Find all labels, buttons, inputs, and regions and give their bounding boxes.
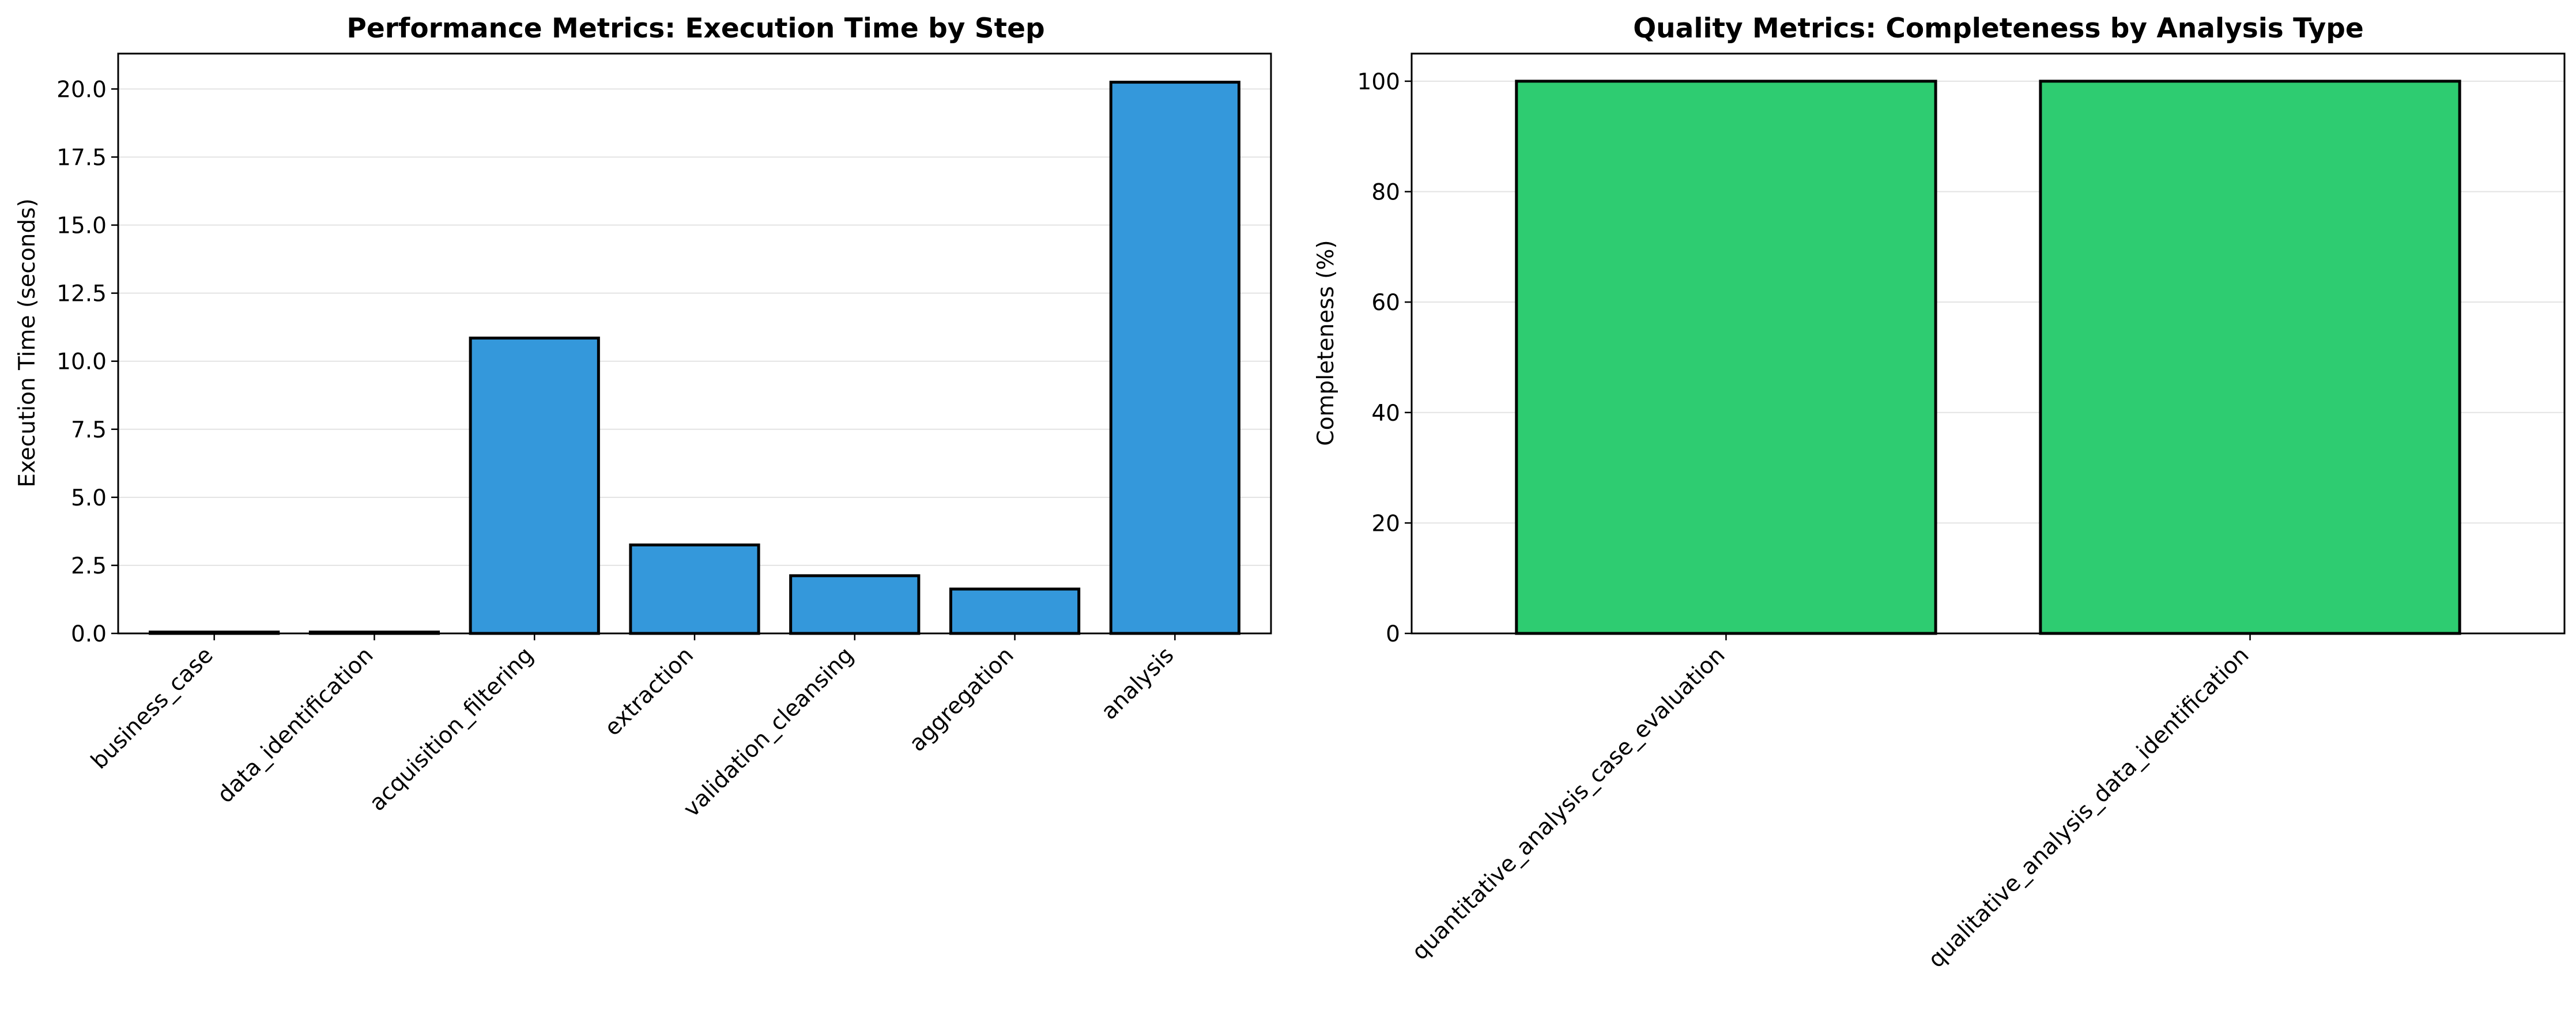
y-tick-label: 5.0: [71, 485, 107, 511]
x-ticks: quantitative_analysis_case_evaluation qua…: [1407, 633, 2254, 973]
x-tick-label: qualitative_analysis_data_identification: [1923, 642, 2254, 973]
bar: [1515, 80, 1937, 635]
y-tick-label: 10.0: [56, 349, 107, 375]
bars: [149, 81, 1240, 635]
y-ticks: 0 20 40 60 80 100: [1357, 69, 1412, 647]
bar: [789, 574, 921, 635]
x-tick-label: extraction: [599, 642, 699, 741]
bar: [949, 587, 1081, 635]
execution-time-chart: Performance Metrics: Execution Time by S…: [14, 13, 1272, 822]
y-tick-label: 15.0: [56, 213, 107, 239]
chart-title: Quality Metrics: Completeness by Analysi…: [1633, 13, 2364, 44]
x-tick-label: quantitative_analysis_case_evaluation: [1407, 642, 1730, 965]
y-tick-label: 100: [1357, 69, 1400, 95]
y-tick-label: 20: [1371, 511, 1400, 537]
y-tick-label: 80: [1371, 180, 1400, 206]
x-tick-label: aggregation: [904, 642, 1019, 757]
y-tick-label: 40: [1371, 401, 1400, 427]
x-tick-label: acquisition_filtering: [364, 642, 538, 816]
y-axis-label: Completeness (%): [1313, 240, 1339, 446]
y-tick-label: 17.5: [56, 145, 107, 171]
plot-frame: [1410, 52, 2566, 635]
bar: [469, 337, 600, 635]
x-ticks: business_casedata_identificationacquisit…: [86, 633, 1179, 822]
y-tick-label: 12.5: [56, 281, 107, 307]
x-tick-label: analysis: [1096, 642, 1179, 724]
y-tick-label: 20.0: [56, 77, 107, 103]
y-tick-label: 0.0: [71, 621, 107, 647]
y-tick-label: 7.5: [71, 417, 107, 443]
x-tick-label: business_case: [86, 642, 218, 774]
y-tick-label: 2.5: [71, 553, 107, 579]
bar: [1109, 81, 1240, 635]
y-tick-label: 60: [1371, 290, 1400, 316]
y-axis-label: Execution Time (seconds): [14, 198, 40, 487]
gridlines: [118, 88, 1271, 634]
y-ticks: 0.0 2.5 5.0 7.5 10.0 12.5 15.0 17.5 20.0: [56, 77, 118, 647]
chart-title: Performance Metrics: Execution Time by S…: [346, 13, 1044, 44]
x-tick-label: data_identification: [212, 642, 378, 808]
x-tick-label: validation_cleansing: [678, 642, 859, 822]
bar: [629, 544, 760, 635]
completeness-chart: Quality Metrics: Completeness by Analysi…: [1313, 13, 2566, 973]
y-tick-label: 0: [1386, 621, 1400, 647]
bars: [1515, 80, 2461, 635]
bar: [2039, 80, 2461, 635]
